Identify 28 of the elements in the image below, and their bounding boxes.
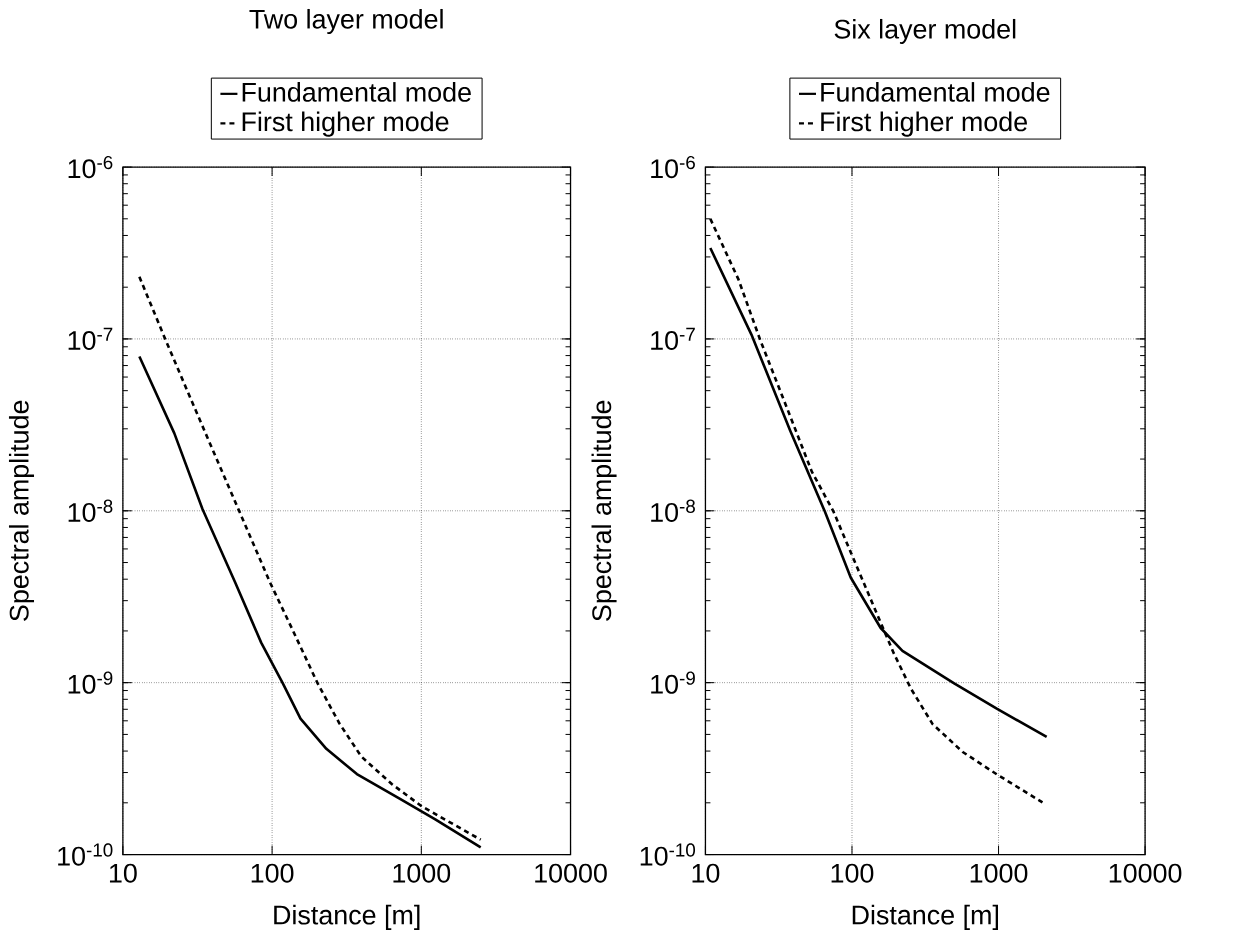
x-axis-title: Distance [m] bbox=[274, 904, 420, 930]
y-tick-label: 10$^{-7}$ bbox=[68, 327, 113, 351]
chart-title: Two layer model bbox=[249, 9, 443, 35]
x-tick-label: 10000 bbox=[535, 863, 607, 883]
x-tick-label: 10000 bbox=[1109, 863, 1182, 883]
x-tick-label: 1000 bbox=[970, 863, 1028, 883]
x-tick-label: 100 bbox=[831, 863, 874, 883]
y-tick-label: 10$^{-7}$ bbox=[651, 327, 695, 351]
legend-label: Fundamental mode bbox=[242, 82, 471, 102]
x-tick-label: 10 bbox=[109, 863, 137, 883]
x-axis-title: Distance [m] bbox=[852, 904, 998, 930]
legend-label: First higher mode bbox=[242, 111, 449, 137]
y-tick-label: 10$^{-8}$ bbox=[68, 499, 113, 523]
legend-label: First higher mode bbox=[821, 111, 1027, 137]
y-axis-title: Spectral amplitude bbox=[8, 400, 35, 621]
y-tick-label: 10$^{-6}$ bbox=[651, 155, 695, 179]
x-tick-label: 10 bbox=[692, 863, 720, 883]
y-tick-label: 10$^{-9}$ bbox=[651, 671, 695, 694]
y-tick-label: 10$^{-10}$ bbox=[58, 843, 113, 866]
x-tick-label: 1000 bbox=[393, 863, 451, 883]
y-axis-title: Spectral amplitude bbox=[591, 400, 617, 621]
y-tick-label: 10$^{-9}$ bbox=[68, 671, 113, 694]
legend-label: Fundamental mode bbox=[821, 82, 1050, 102]
y-tick-label: 10$^{-8}$ bbox=[651, 499, 695, 523]
y-tick-label: 10$^{-10}$ bbox=[640, 843, 696, 866]
x-tick-label: 100 bbox=[251, 863, 294, 883]
y-tick-label: 10$^{-6}$ bbox=[68, 155, 113, 179]
chart-title: Six layer model bbox=[834, 19, 1016, 45]
